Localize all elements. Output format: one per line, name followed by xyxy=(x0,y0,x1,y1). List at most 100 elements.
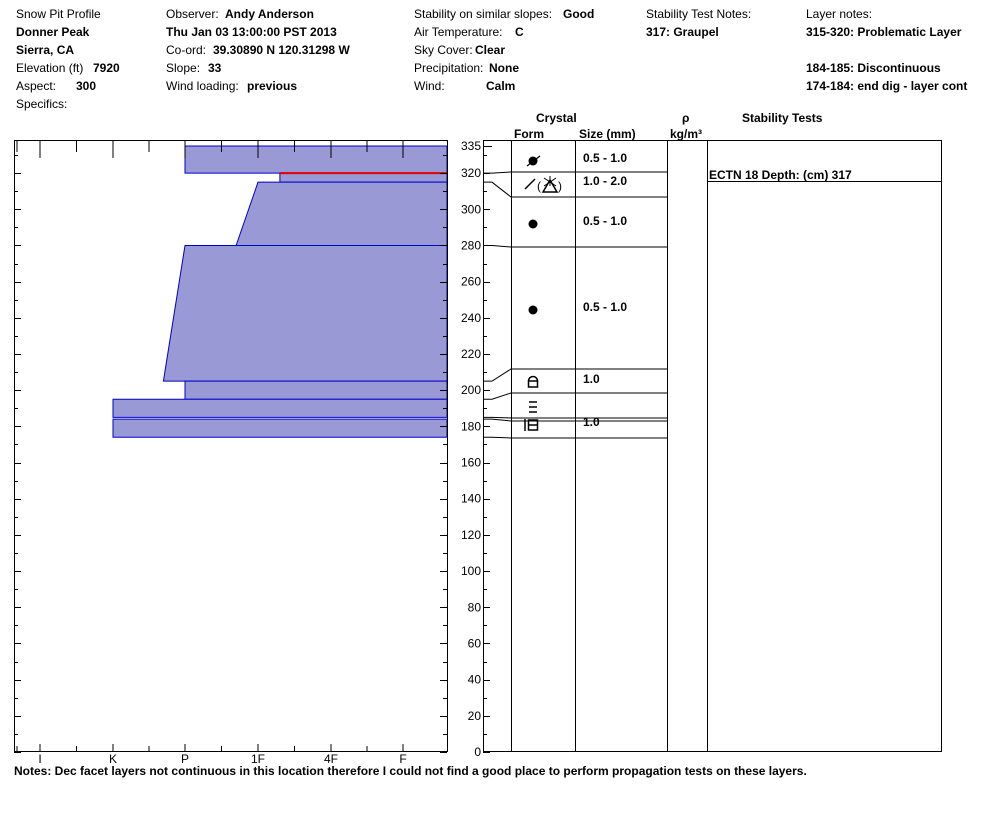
coord-label: Co-ord: xyxy=(166,43,207,57)
precipitation-value: None xyxy=(489,61,519,75)
y-tick-label: 0 xyxy=(474,745,481,759)
slash-icon xyxy=(526,155,541,167)
region: Sierra, CA xyxy=(16,43,75,57)
layer-boundary xyxy=(483,244,667,248)
y-tick-label: 320 xyxy=(461,166,481,180)
x-tick-label: K xyxy=(109,752,117,766)
wind-label: Wind: xyxy=(414,79,445,93)
y-tick-label: 220 xyxy=(461,347,481,361)
wind-value: Calm xyxy=(486,79,516,93)
layer-note: 184-185: Discontinuous xyxy=(806,61,941,75)
layer-notes-label: Layer notes: xyxy=(806,7,873,21)
depth-hoar-icon xyxy=(524,419,539,431)
hardness-plot-frame xyxy=(14,140,448,752)
y-tick-label: 40 xyxy=(468,673,482,687)
facet-square-icon xyxy=(527,380,539,388)
sky-cover-label: Sky Cover: xyxy=(414,43,473,57)
y-tick-label: 180 xyxy=(461,419,481,433)
slope-value: 33 xyxy=(208,61,222,75)
y-tick-label: 260 xyxy=(461,275,481,289)
stability-notes-label: Stability Test Notes: xyxy=(646,7,752,21)
facet-round-icon xyxy=(527,375,539,388)
x-tick-label: 1F xyxy=(251,752,265,766)
hardness-layer xyxy=(112,398,448,418)
crystal-size: 1.0 - 2.0 xyxy=(583,174,627,188)
y-tick-label: 20 xyxy=(468,709,482,723)
density-symbol: ρ xyxy=(682,111,690,125)
hardness-layer xyxy=(184,380,448,400)
layer-boundary xyxy=(483,181,667,198)
density-unit: kg/m³ xyxy=(670,127,703,141)
stability-test-label: ECTN 18 Depth: (cm) 317 xyxy=(709,168,852,182)
air-temp-value: C xyxy=(515,25,524,39)
sky-cover-value: Clear xyxy=(475,43,506,57)
graupel-icon: () xyxy=(524,176,562,193)
layer-boundary xyxy=(483,436,667,439)
hardness-layer xyxy=(112,418,448,438)
y-tick-label: 160 xyxy=(461,456,481,470)
paren-icon: ) xyxy=(558,179,562,193)
location: Donner Peak xyxy=(16,25,90,39)
layer-note: 174-184: end dig - layer cont xyxy=(806,79,968,93)
stability-tests-header: Stability Tests xyxy=(742,111,823,125)
hardness-layer xyxy=(279,172,448,183)
y-tick-label: 200 xyxy=(461,383,481,397)
y-tick-label: 60 xyxy=(468,636,482,650)
rounded-grain-icon xyxy=(528,305,538,315)
round-icon xyxy=(528,219,538,229)
y-tick-label: 80 xyxy=(468,600,482,614)
layer-boundary xyxy=(483,392,667,400)
elevation-label: Elevation (ft) xyxy=(16,61,84,75)
y-tick-label: 240 xyxy=(461,311,481,325)
y-tick-label: 140 xyxy=(461,492,481,506)
layer-table-frame xyxy=(483,140,942,752)
observer-value: Andy Anderson xyxy=(225,7,314,21)
y-tick-label: 100 xyxy=(461,564,481,578)
y-tick-label: 335 xyxy=(461,139,481,153)
notes: Notes: Dec facet layers not continuous i… xyxy=(14,764,807,778)
layer-boundary xyxy=(483,418,667,422)
coord-value: 39.30890 N 120.31298 W xyxy=(213,43,350,57)
hardness-layer xyxy=(162,244,448,382)
facet-arc-icon xyxy=(527,375,539,382)
crystal-size: 0.5 - 1.0 xyxy=(583,300,627,314)
stability-note: 317: Graupel xyxy=(646,25,719,39)
aspect-label: Aspect: xyxy=(16,79,57,93)
form-header: Form xyxy=(514,127,544,141)
stability-label: Stability on similar slopes: xyxy=(414,7,553,21)
crystal-size: 0.5 - 1.0 xyxy=(583,214,627,228)
hardness-layer xyxy=(235,181,448,246)
y-tick-label: 280 xyxy=(461,238,481,252)
layer-note: 315-320: Problematic Layer xyxy=(806,25,962,39)
elevation-value: 7920 xyxy=(93,61,120,75)
x-tick-label: P xyxy=(181,752,189,766)
x-tick-label: I xyxy=(38,752,41,766)
x-tick-label: F xyxy=(399,752,406,766)
slope-label: Slope: xyxy=(166,61,201,75)
x-tick-label: 4F xyxy=(324,752,338,766)
rounded-grain-icon xyxy=(528,219,538,229)
aspect-value: 300 xyxy=(76,79,97,93)
slash-icon xyxy=(524,178,536,190)
facet-icon xyxy=(529,401,537,413)
crystal-size: 1.0 xyxy=(583,372,600,386)
graupel-icon xyxy=(541,178,559,193)
observer-label: Observer: xyxy=(166,7,219,21)
layer-boundary xyxy=(483,368,667,382)
layer-boundary xyxy=(483,416,667,419)
stability-value: Good xyxy=(563,7,595,21)
crystal-size: 0.5 - 1.0 xyxy=(583,151,627,165)
paren-icon: ( xyxy=(537,179,541,193)
air-temp-label: Air Temperature: xyxy=(414,25,503,39)
size-header: Size (mm) xyxy=(579,127,636,141)
profile-title: Snow Pit Profile xyxy=(16,7,101,21)
hardness-layer xyxy=(184,145,448,174)
observation-datetime: Thu Jan 03 13:00:00 PST 2013 xyxy=(166,25,337,39)
y-tick-label: 120 xyxy=(461,528,481,542)
wind-loading-value: previous xyxy=(247,79,298,93)
crystal-header: Crystal xyxy=(536,111,577,125)
layer-boundary xyxy=(483,171,667,174)
round-icon xyxy=(528,305,538,315)
y-tick-label: 300 xyxy=(461,202,481,216)
